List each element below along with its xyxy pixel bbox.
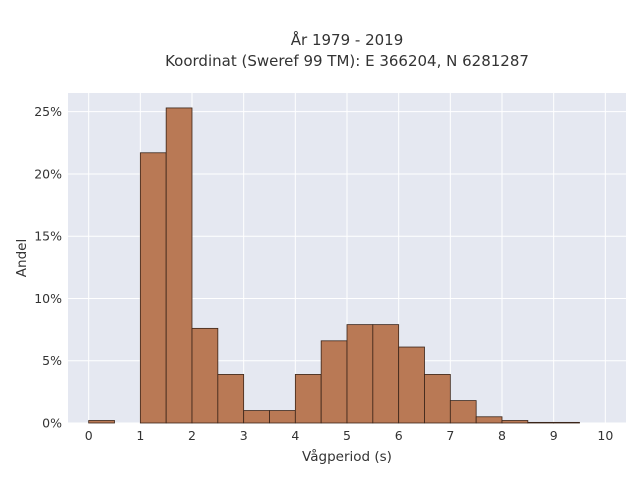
y-tick-label: 10% [34,291,62,306]
histogram-bar [501,420,529,424]
histogram-bar [553,421,580,424]
histogram-bar [243,410,270,424]
histogram-bar [139,152,167,424]
histogram-bar [398,346,425,424]
histogram-bar [320,340,348,424]
x-tick-label: 0 [85,428,93,443]
histogram-bar [294,374,322,424]
y-tick-label: 5% [42,353,62,368]
x-tick-label: 1 [136,428,144,443]
y-tick-label: 20% [34,166,62,181]
chart-title: År 1979 - 2019 [291,30,404,49]
histogram-bar [269,410,296,424]
y-tick-label: 0% [42,416,62,431]
histogram-bar [88,420,115,424]
x-tick-label: 6 [395,428,403,443]
histogram-bar [424,374,451,424]
x-axis-label: Vågperiod (s) [302,448,392,465]
chart-subtitle: Koordinat (Sweref 99 TM): E 366204, N 62… [165,52,529,70]
x-tick-label: 3 [240,428,248,443]
histogram-bar [217,374,245,424]
y-tick-label: 15% [34,229,62,244]
x-tick-label: 2 [188,428,196,443]
x-tick-label: 4 [291,428,299,443]
x-tick-label: 7 [446,428,454,443]
histogram-bar [372,324,400,424]
x-tick-label: 5 [343,428,351,443]
histogram-bar [165,107,193,424]
y-axis-label: Andel [14,239,30,277]
x-tick-label: 8 [498,428,506,443]
x-tick-label: 10 [597,428,613,443]
x-tick-labels: 0 1 2 3 4 5 6 7 8 9 10 [85,428,614,443]
histogram-bar [346,324,374,424]
x-tick-label: 9 [550,428,558,443]
histogram-bar [475,416,503,424]
histogram-bar [449,400,477,424]
histogram-bar [191,327,219,424]
bars-group [88,107,580,424]
y-tick-labels: 0% 5% 10% 15% 20% 25% [34,104,62,430]
y-tick-label: 25% [34,104,62,119]
histogram-bar [527,421,555,424]
